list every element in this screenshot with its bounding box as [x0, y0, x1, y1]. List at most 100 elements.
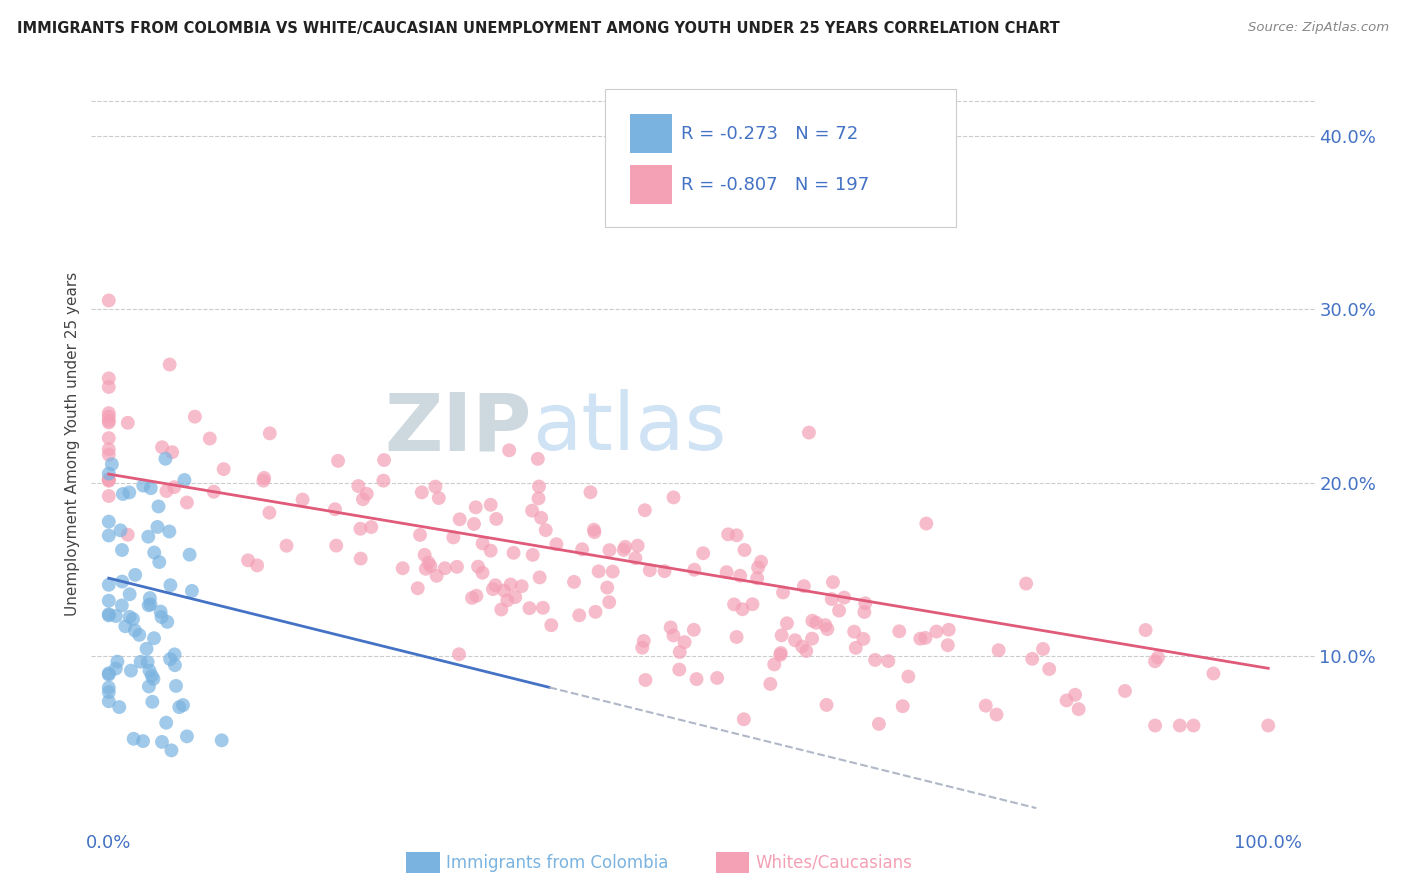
Point [668, 663, 690, 677]
Point [734, 543, 756, 558]
Point [180, 583, 202, 598]
Point [502, 546, 524, 560]
Text: R = -0.807   N = 197: R = -0.807 N = 197 [681, 176, 869, 194]
Point [877, 654, 900, 668]
Point [198, 432, 221, 446]
Point [97, 406, 120, 420]
Point [1015, 576, 1038, 591]
Point [1038, 662, 1060, 676]
Point [568, 608, 591, 623]
Point [936, 638, 959, 652]
Point [759, 677, 782, 691]
Point [122, 612, 145, 626]
Point [173, 473, 195, 487]
Point [97, 448, 120, 462]
Point [527, 451, 550, 466]
Point [479, 543, 502, 558]
Text: Source: ZipAtlas.com: Source: ZipAtlas.com [1249, 21, 1389, 35]
Point [122, 731, 145, 746]
Point [1067, 702, 1090, 716]
Point [546, 537, 568, 551]
Point [938, 623, 960, 637]
Point [352, 492, 374, 507]
Point [143, 545, 166, 559]
Point [1257, 718, 1279, 732]
Point [415, 562, 437, 576]
Point [163, 648, 186, 662]
Point [631, 640, 654, 655]
Point [148, 555, 170, 569]
Point [172, 698, 194, 712]
Point [291, 492, 314, 507]
Point [163, 658, 186, 673]
Point [211, 733, 233, 747]
Point [107, 655, 129, 669]
Point [531, 600, 554, 615]
Point [373, 453, 395, 467]
Text: Whites/Caucasians: Whites/Caucasians [755, 854, 912, 871]
Point [465, 589, 488, 603]
Point [138, 680, 160, 694]
Point [176, 495, 198, 509]
Point [633, 634, 655, 648]
Point [118, 610, 141, 624]
Point [776, 616, 799, 631]
Point [360, 520, 382, 534]
Point [794, 644, 817, 658]
Point [769, 648, 792, 662]
Point [845, 640, 868, 655]
Point [496, 593, 519, 607]
Point [485, 512, 508, 526]
Point [770, 628, 793, 642]
Point [406, 581, 429, 595]
Point [409, 528, 432, 542]
Text: R = -0.273   N = 72: R = -0.273 N = 72 [681, 125, 858, 143]
Point [157, 524, 180, 539]
Point [350, 551, 373, 566]
Point [136, 530, 159, 544]
Point [897, 669, 920, 683]
Point [530, 511, 553, 525]
Point [627, 539, 650, 553]
Point [783, 633, 806, 648]
Point [236, 553, 259, 567]
Point [347, 479, 370, 493]
Point [150, 610, 173, 624]
Point [114, 619, 136, 633]
Point [447, 647, 470, 661]
Point [1147, 650, 1170, 665]
Point [326, 454, 349, 468]
Point [111, 487, 134, 501]
Point [498, 443, 520, 458]
Point [527, 491, 550, 506]
Point [202, 484, 225, 499]
Point [716, 565, 738, 579]
Point [97, 578, 120, 592]
Text: atlas: atlas [531, 389, 725, 467]
Point [149, 605, 172, 619]
Point [479, 498, 502, 512]
Point [108, 700, 131, 714]
Point [97, 409, 120, 424]
Point [97, 593, 120, 607]
Point [138, 599, 160, 613]
Point [638, 563, 661, 577]
Point [562, 574, 585, 589]
Point [165, 679, 187, 693]
Point [1168, 718, 1191, 732]
Point [97, 489, 120, 503]
Point [441, 530, 464, 544]
Point [529, 570, 551, 584]
Point [801, 632, 824, 646]
Point [156, 615, 179, 629]
Point [136, 655, 159, 669]
Point [246, 558, 269, 573]
Point [579, 485, 602, 500]
Point [814, 618, 837, 632]
Point [491, 602, 513, 616]
Point [772, 585, 794, 599]
Point [634, 673, 657, 687]
Point [117, 527, 139, 541]
Point [519, 601, 541, 615]
Point [868, 717, 890, 731]
